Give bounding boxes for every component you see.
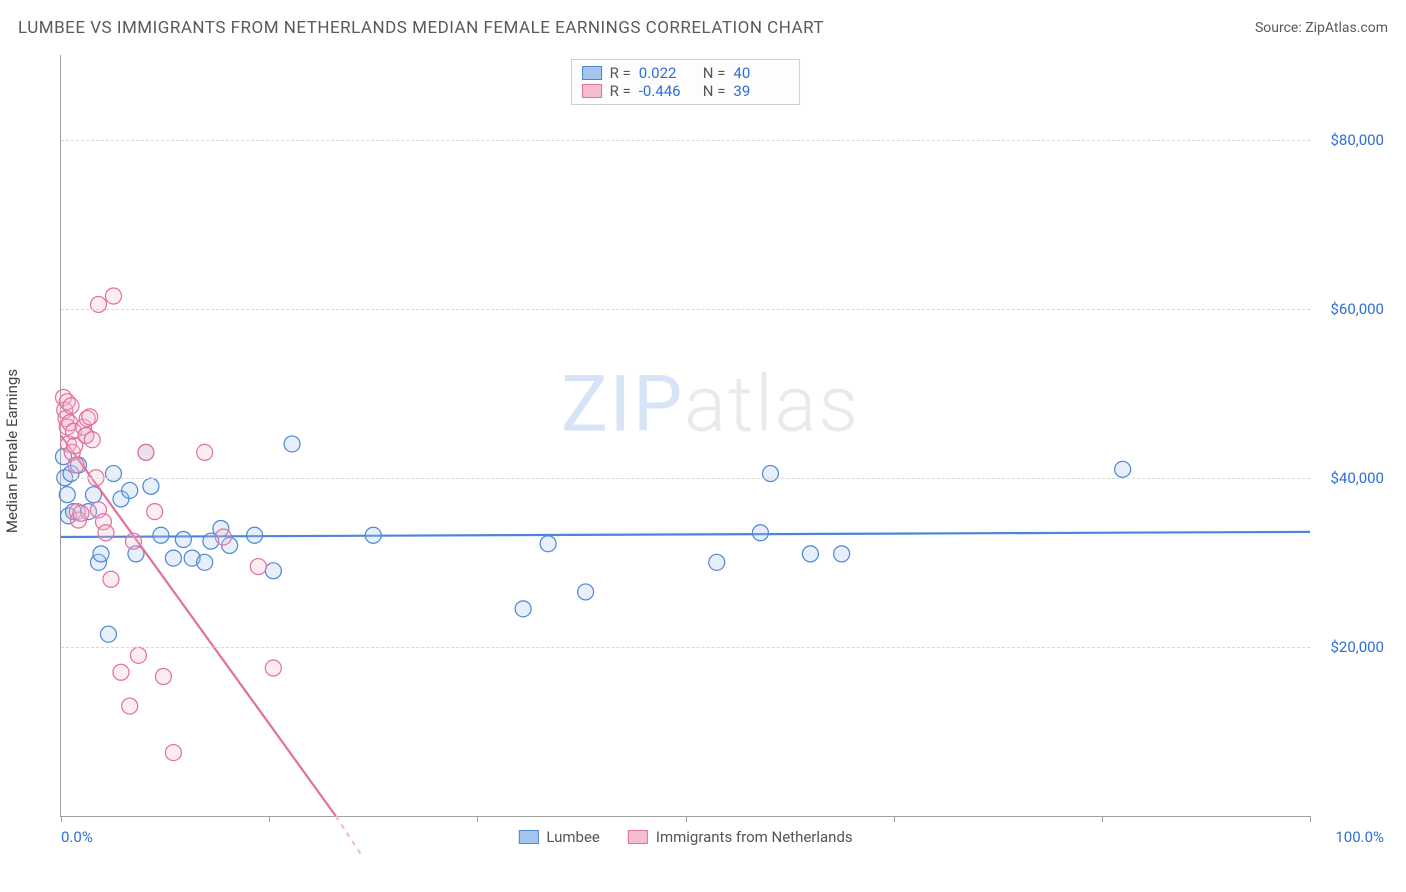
r-label: R = bbox=[610, 82, 631, 100]
legend-item-lumbee: Lumbee bbox=[518, 828, 600, 846]
data-point-lumbee bbox=[284, 436, 300, 452]
n-value-lumbee: 40 bbox=[733, 64, 789, 82]
data-point-lumbee bbox=[105, 466, 121, 482]
legend-label-netherlands: Immigrants from Netherlands bbox=[656, 828, 853, 846]
data-point-lumbee bbox=[365, 527, 381, 543]
legend-label-lumbee: Lumbee bbox=[546, 828, 600, 846]
plot-area: ZIPatlas R = 0.022 N = 40 R = -0.446 N =… bbox=[60, 55, 1310, 817]
n-label: N = bbox=[703, 82, 726, 100]
x-tick bbox=[686, 816, 687, 822]
data-point-netherlands bbox=[215, 529, 231, 545]
n-value-netherlands: 39 bbox=[733, 82, 789, 100]
y-tick-label: $40,000 bbox=[1314, 469, 1384, 487]
y-tick-label: $20,000 bbox=[1314, 638, 1384, 656]
data-point-netherlands bbox=[68, 457, 84, 473]
chart-container: Median Female Earnings ZIPatlas R = 0.02… bbox=[48, 55, 1388, 847]
chart-title: LUMBEE VS IMMIGRANTS FROM NETHERLANDS ME… bbox=[18, 18, 824, 38]
trend-line-ext-netherlands bbox=[336, 816, 361, 854]
data-point-netherlands bbox=[125, 533, 141, 549]
x-tick bbox=[1310, 816, 1311, 822]
data-point-lumbee bbox=[515, 601, 531, 617]
gridline bbox=[61, 478, 1310, 479]
stats-legend: R = 0.022 N = 40 R = -0.446 N = 39 bbox=[571, 59, 801, 105]
r-label: R = bbox=[610, 64, 631, 82]
data-point-netherlands bbox=[197, 444, 213, 460]
data-point-netherlands bbox=[90, 296, 106, 312]
data-point-netherlands bbox=[113, 664, 129, 680]
stats-legend-row-netherlands: R = -0.446 N = 39 bbox=[582, 82, 790, 100]
data-point-lumbee bbox=[165, 550, 181, 566]
source-prefix: Source: bbox=[1255, 20, 1305, 36]
gridline bbox=[61, 647, 1310, 648]
data-point-lumbee bbox=[265, 563, 281, 579]
data-point-lumbee bbox=[175, 532, 191, 548]
plot-svg bbox=[61, 55, 1310, 816]
legend-item-netherlands: Immigrants from Netherlands bbox=[628, 828, 853, 846]
data-point-netherlands bbox=[138, 444, 154, 460]
data-point-netherlands bbox=[250, 559, 266, 575]
data-point-lumbee bbox=[59, 487, 75, 503]
data-point-lumbee bbox=[709, 554, 725, 570]
x-tick bbox=[61, 816, 62, 822]
y-axis-label: Median Female Earnings bbox=[3, 369, 21, 533]
data-point-netherlands bbox=[63, 398, 79, 414]
n-label: N = bbox=[703, 64, 726, 82]
data-point-lumbee bbox=[122, 482, 138, 498]
data-point-lumbee bbox=[762, 466, 778, 482]
data-point-netherlands bbox=[147, 504, 163, 520]
stats-legend-row-lumbee: R = 0.022 N = 40 bbox=[582, 64, 790, 82]
r-value-lumbee: 0.022 bbox=[639, 64, 695, 82]
data-point-lumbee bbox=[1115, 461, 1131, 477]
swatch-lumbee bbox=[582, 66, 602, 80]
data-point-netherlands bbox=[103, 571, 119, 587]
data-point-lumbee bbox=[802, 546, 818, 562]
trend-line-netherlands bbox=[61, 436, 336, 817]
r-value-netherlands: -0.446 bbox=[639, 82, 695, 100]
data-point-netherlands bbox=[265, 660, 281, 676]
data-point-lumbee bbox=[153, 527, 169, 543]
swatch-netherlands bbox=[628, 830, 648, 844]
series-legend: Lumbee Immigrants from Netherlands bbox=[518, 828, 852, 846]
data-point-lumbee bbox=[93, 546, 109, 562]
x-tick bbox=[477, 816, 478, 822]
data-point-lumbee bbox=[752, 525, 768, 541]
x-tick bbox=[269, 816, 270, 822]
data-point-lumbee bbox=[578, 584, 594, 600]
x-tick bbox=[894, 816, 895, 822]
data-point-netherlands bbox=[105, 288, 121, 304]
x-tick bbox=[1102, 816, 1103, 822]
data-point-lumbee bbox=[834, 546, 850, 562]
data-point-lumbee bbox=[247, 527, 263, 543]
y-tick-label: $80,000 bbox=[1314, 131, 1384, 149]
data-point-lumbee bbox=[540, 536, 556, 552]
data-point-netherlands bbox=[122, 698, 138, 714]
data-point-netherlands bbox=[98, 525, 114, 541]
swatch-netherlands bbox=[582, 84, 602, 98]
x-tick-label: 0.0% bbox=[61, 828, 93, 846]
data-point-lumbee bbox=[143, 478, 159, 494]
data-point-netherlands bbox=[130, 647, 146, 663]
chart-header: LUMBEE VS IMMIGRANTS FROM NETHERLANDS ME… bbox=[18, 18, 1388, 38]
data-point-netherlands bbox=[165, 745, 181, 761]
data-point-netherlands bbox=[73, 505, 89, 521]
data-point-lumbee bbox=[197, 554, 213, 570]
y-tick-label: $60,000 bbox=[1314, 300, 1384, 318]
x-tick-label: 100.0% bbox=[1314, 828, 1384, 846]
gridline bbox=[61, 309, 1310, 310]
data-point-netherlands bbox=[84, 432, 100, 448]
swatch-lumbee bbox=[518, 830, 538, 844]
data-point-lumbee bbox=[100, 626, 116, 642]
data-point-netherlands bbox=[155, 668, 171, 684]
gridline bbox=[61, 140, 1310, 141]
source-attribution: Source: ZipAtlas.com bbox=[1255, 20, 1388, 36]
data-point-netherlands bbox=[82, 409, 98, 425]
source-name: ZipAtlas.com bbox=[1305, 20, 1388, 36]
